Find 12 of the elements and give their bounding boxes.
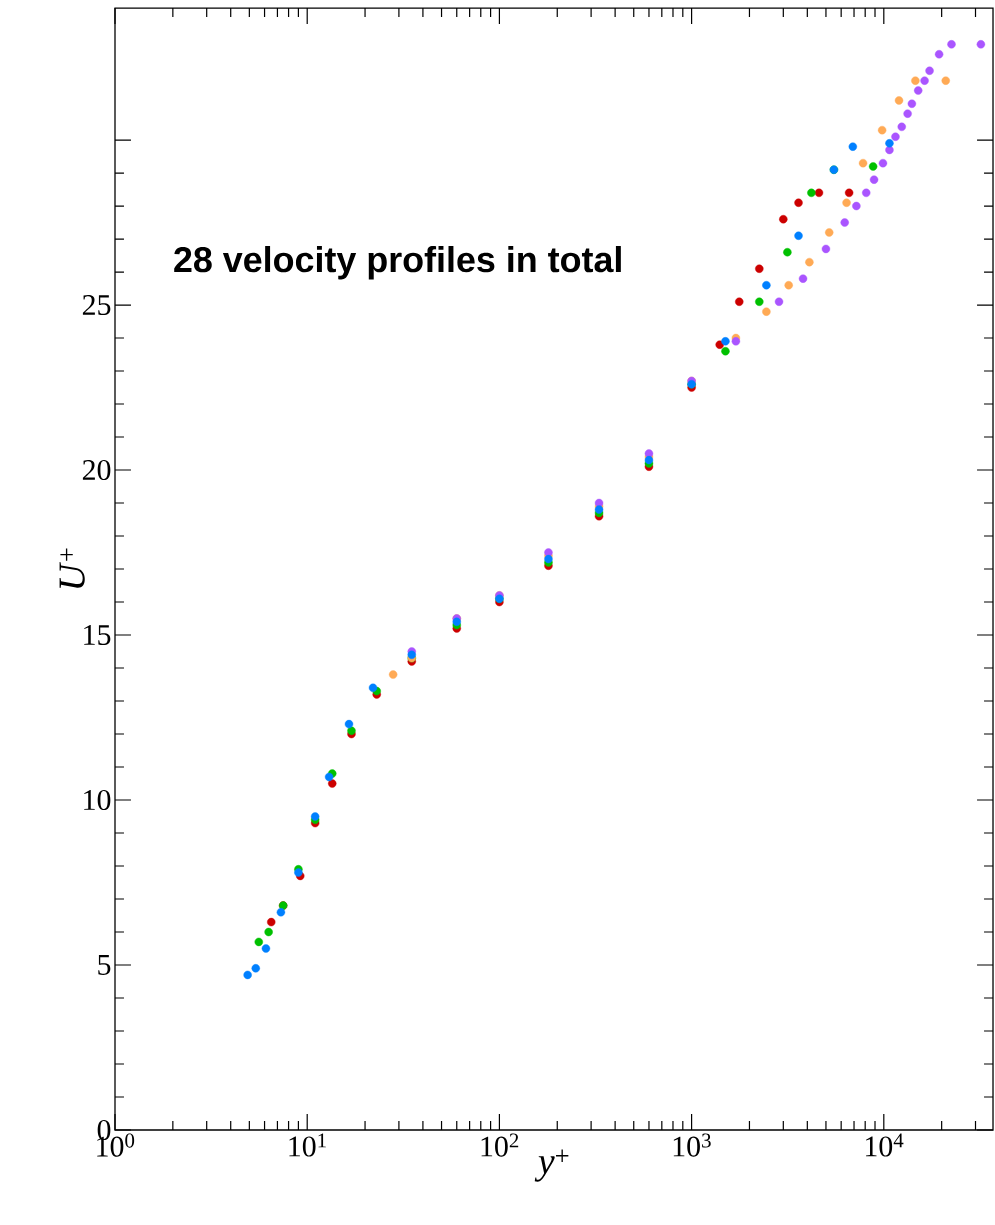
x-axis-title: y$^{+}$ <box>534 1149 569 1182</box>
x-tick-label: 10$^{2}$ <box>481 1133 519 1157</box>
y-tick-label: 15 <box>84 625 111 646</box>
x-tick-label: 10$^{3}$ <box>673 1133 711 1157</box>
x-tick-label: 10$^{1}$ <box>289 1133 326 1157</box>
y-tick-label: 10 <box>84 789 111 811</box>
y-tick-label: 5 <box>98 955 111 975</box>
annotation: 28 velocity profiles in total <box>174 246 621 280</box>
y-tick-label: 25 <box>82 294 111 316</box>
x-tick-label: 10$^{4}$ <box>866 1133 904 1157</box>
y-axis-title: U$^{+}$ <box>59 548 85 588</box>
y-tick-label: 20 <box>82 459 111 481</box>
